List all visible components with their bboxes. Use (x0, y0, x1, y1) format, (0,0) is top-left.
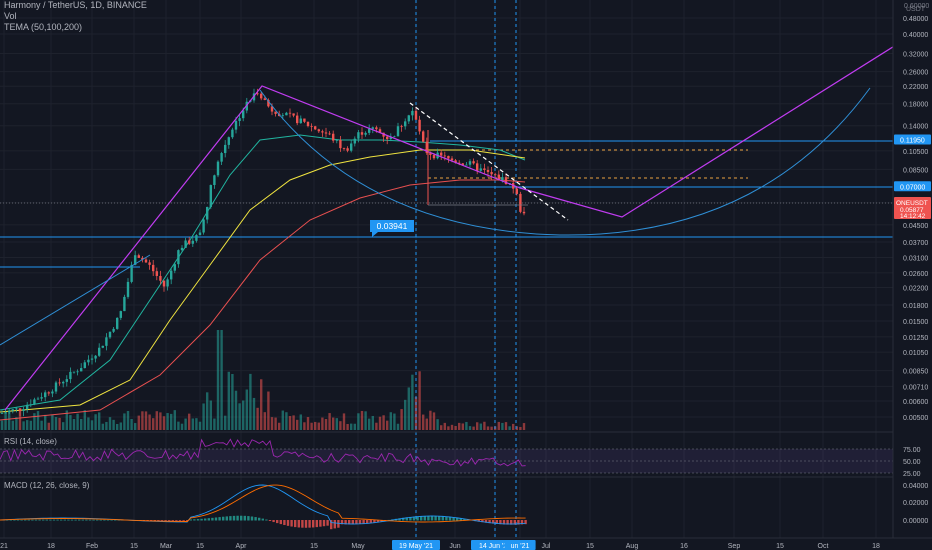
price-tick: 0.26000 (903, 70, 928, 77)
price-tick: 0.00500 (903, 415, 928, 422)
svg-text:0.07000: 0.07000 (900, 184, 925, 191)
time-tick: 15 (130, 543, 138, 550)
time-tick: Jul (542, 543, 551, 550)
macd-tick: 0.02000 (903, 500, 928, 507)
price-tick: 0.14000 (903, 124, 928, 131)
time-tick: 15 (310, 543, 318, 550)
time-tick: Apr (236, 543, 248, 550)
price-tick: 0.03100 (903, 256, 928, 263)
time-tick: May (351, 543, 365, 550)
time-tick: 16 (680, 543, 688, 550)
horizontal-levels (0, 140, 893, 268)
trendline-blue-left (0, 254, 151, 346)
rsi-tick: 50.00 (903, 459, 921, 466)
trendline-purple (4, 44, 897, 411)
price-tick: 0.08500 (903, 167, 928, 174)
price-level-box: 0.11950 (894, 134, 931, 145)
rsi-pane (0, 431, 932, 474)
current-symbol: ONEUSDT (896, 200, 928, 207)
arc-blue (259, 87, 871, 236)
signal-line (0, 484, 526, 523)
currency-unit: USDT (906, 6, 926, 13)
time-tick: 21 (0, 543, 8, 550)
time-tick: 18 (872, 543, 880, 550)
drawings[interactable] (0, 44, 897, 411)
symbol-legend[interactable]: Harmony / TetherUS, 1D, BINANCE (4, 0, 147, 10)
tema-legend[interactable]: TEMA (50,100,200) (4, 22, 83, 32)
price-tick: 0.48000 (903, 16, 928, 23)
rsi-tick: 75.00 (903, 447, 921, 454)
trendline-white-dashed (409, 102, 569, 221)
time-tick-highlight: 14 Jun '21 (479, 543, 511, 550)
rsi-legend[interactable]: RSI (14, close) (4, 437, 57, 446)
level-label-0.03941[interactable]: 0.03941 (370, 220, 414, 237)
price-tick: 0.22000 (903, 84, 928, 91)
price-tick: 0.01250 (903, 335, 928, 342)
macd-pane (0, 476, 932, 530)
price-tick: 0.00600 (903, 399, 928, 406)
time-tick: Sep (728, 543, 741, 550)
svg-text:0.11950: 0.11950 (900, 138, 925, 145)
currency-label: 0.60000 (904, 3, 929, 10)
time-tick-highlight: un '21 (511, 543, 530, 550)
price-tick: 0.02600 (903, 271, 928, 278)
time-tick: 15 (776, 543, 784, 550)
price-tick: 0.01800 (903, 303, 928, 310)
vol-legend[interactable]: Vol (4, 11, 17, 21)
candles (0, 88, 526, 417)
price-tick: 0.00710 (903, 384, 928, 391)
price-tick: 0.03700 (903, 240, 928, 247)
time-axis[interactable]: 21 18 Feb 15 Mar 15 Apr 15 May 19 May '21 Jun 14 Ju… (0, 537, 932, 550)
price-level-box: 0.07000 (894, 181, 931, 192)
price-tick: 0.10500 (903, 149, 928, 156)
grid (0, 0, 893, 538)
price-tick: 0.18000 (903, 102, 928, 109)
time-tick: Oct (818, 543, 829, 550)
time-tick: Aug (626, 543, 639, 550)
rsi-tick: 25.00 (903, 471, 921, 478)
price-tick: 0.02200 (903, 285, 928, 292)
price-tick: 0.00850 (903, 369, 928, 376)
level-label-text: 0.03941 (377, 221, 408, 231)
time-tick: 18 (47, 543, 55, 550)
price-tick: 0.32000 (903, 51, 928, 58)
time-tick: Jun (449, 543, 460, 550)
time-tick: 15 (586, 543, 594, 550)
vertical-markers (415, 0, 517, 540)
price-tick: 0.40000 (903, 32, 928, 39)
svg-text:0.05877: 0.05877 (900, 207, 924, 214)
time-tick: 15 (196, 543, 204, 550)
time-tick: Mar (160, 543, 173, 550)
macd-tick: 0.00000 (903, 518, 928, 525)
macd-legend[interactable]: MACD (12, 26, close, 9) (4, 481, 90, 490)
macd-tick: 0.04000 (903, 483, 928, 490)
price-tick: 0.01500 (903, 319, 928, 326)
rsi-line (0, 438, 526, 467)
time-tick-highlight: 19 May '21 (399, 543, 433, 550)
price-tick: 0.01050 (903, 350, 928, 357)
volume-bars (0, 330, 526, 430)
time-tick: Feb (86, 543, 98, 550)
price-tick: 0.04500 (903, 223, 928, 230)
countdown: 14:12:42 (900, 213, 926, 220)
